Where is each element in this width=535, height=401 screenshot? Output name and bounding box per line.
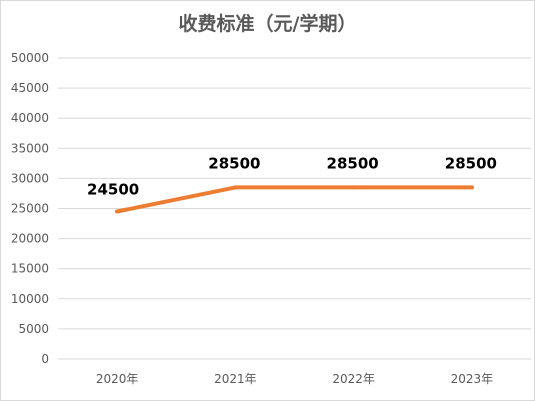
- y-tick-label: 0: [41, 352, 49, 366]
- data-point: [233, 185, 238, 190]
- y-tick-label: 35000: [11, 141, 49, 155]
- y-tick-label: 5000: [18, 322, 49, 336]
- data-point: [351, 185, 356, 190]
- series-line: [115, 185, 474, 214]
- x-tick-label: 2023年: [451, 372, 494, 386]
- data-label: 24500: [87, 181, 139, 199]
- x-tick-label: 2022年: [332, 372, 375, 386]
- x-tick-label: 2020年: [96, 372, 139, 386]
- y-tick-label: 40000: [11, 111, 49, 125]
- y-tick-label: 50000: [11, 51, 49, 65]
- chart-title: 收费标准（元/学期）: [178, 13, 357, 35]
- data-label: 28500: [208, 154, 260, 172]
- x-tick-label: 2021年: [214, 372, 257, 386]
- data-label: 28500: [445, 154, 497, 172]
- y-tick-label: 25000: [11, 202, 49, 216]
- data-point: [469, 185, 474, 190]
- y-tick-label: 20000: [11, 232, 49, 246]
- y-tick-label: 45000: [11, 81, 49, 95]
- y-tick-label: 30000: [11, 171, 49, 185]
- y-tick-label: 15000: [11, 262, 49, 276]
- data-point: [115, 209, 120, 214]
- y-tick-label: 10000: [11, 292, 49, 306]
- data-label: 28500: [327, 154, 379, 172]
